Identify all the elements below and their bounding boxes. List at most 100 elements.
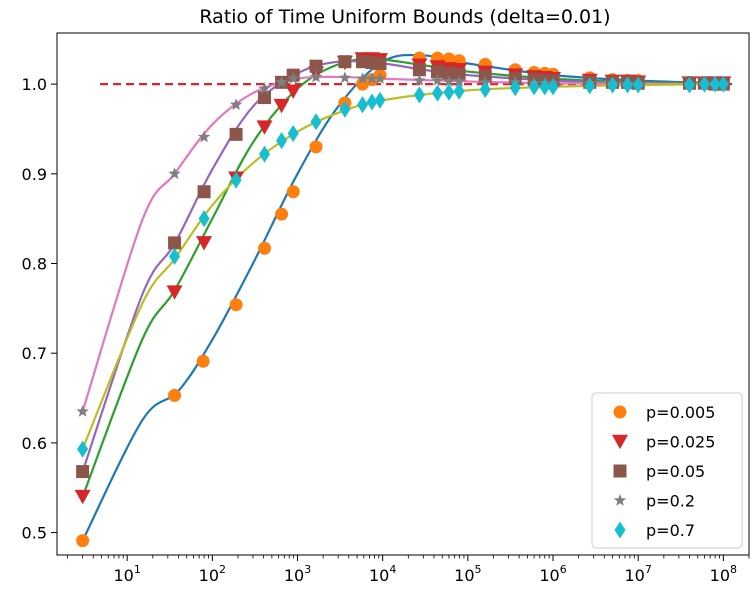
data-point [366, 93, 378, 111]
data-point [275, 207, 289, 221]
data-point [607, 76, 619, 94]
x-tick-label: 107 [625, 563, 652, 585]
legend-entry: p=0.025 [646, 433, 715, 452]
data-point [413, 86, 425, 104]
data-point [717, 75, 729, 93]
data-point [310, 113, 322, 131]
data-point [275, 75, 288, 88]
data-point [169, 247, 181, 265]
data-point [528, 78, 540, 96]
data-point [622, 76, 634, 94]
data-point [453, 82, 465, 100]
x-tick-label: 103 [284, 563, 311, 585]
data-point [196, 354, 210, 368]
series-line-4 [81, 83, 724, 450]
data-point [256, 120, 273, 135]
x-tick-label: 102 [199, 563, 226, 585]
data-point [258, 82, 271, 94]
y-axis: 0.5 0.6 0.7 0.8 0.9 1.0 [22, 75, 57, 543]
y-tick-label: 0.7 [22, 344, 47, 363]
data-point [229, 298, 243, 312]
data-point [338, 55, 352, 69]
data-point [413, 74, 426, 86]
chart-title: Ratio of Time Uniform Bounds (delta=0.01… [199, 6, 610, 28]
data-point [452, 74, 466, 87]
plot-area [56, 32, 750, 556]
x-tick-label: 104 [369, 563, 396, 585]
data-point [197, 130, 211, 143]
data-point [373, 56, 387, 70]
data-point [168, 388, 182, 402]
data-point [442, 66, 456, 80]
data-point [76, 465, 90, 479]
data-point [373, 72, 387, 84]
plot-frame [56, 32, 750, 556]
data-point [230, 171, 242, 189]
y-tick-label: 0.6 [22, 434, 47, 453]
data-point [365, 72, 379, 84]
data-point [168, 167, 181, 180]
data-point [166, 285, 183, 300]
data-point [412, 63, 426, 77]
data-point [74, 489, 91, 505]
data-point [539, 78, 551, 96]
data-point [356, 72, 369, 84]
data-point [286, 185, 300, 199]
data-point [258, 241, 272, 255]
data-point [76, 404, 89, 417]
data-point [287, 72, 300, 84]
legend-entry: p=0.005 [646, 403, 715, 422]
data-point [229, 98, 243, 111]
data-point [309, 59, 323, 73]
x-axis: 101 102 103 104 105 106 107 108 [67, 555, 750, 585]
series-markers-4 [77, 75, 729, 458]
data-point [273, 98, 290, 114]
data-point [258, 91, 272, 105]
legend-entry: p=0.2 [646, 492, 695, 511]
data-point [196, 236, 213, 251]
legend-marker [613, 494, 627, 506]
data-point [197, 185, 211, 199]
data-point [229, 127, 243, 141]
data-point [198, 210, 210, 228]
data-point [309, 70, 323, 83]
data-point [374, 91, 386, 109]
x-tick-label: 106 [539, 563, 566, 585]
data-point [683, 76, 695, 94]
legend-marker [612, 434, 628, 450]
data-point [509, 79, 521, 97]
data-point [709, 75, 721, 93]
data-point [77, 440, 89, 458]
x-tick-label: 108 [710, 563, 737, 585]
legend-marker [614, 521, 626, 539]
data-point [276, 132, 288, 150]
legend: p=0.005 p=0.025 p=0.05 p=0.2 p=0.7 [591, 392, 743, 549]
data-point [584, 77, 596, 95]
data-point [547, 78, 559, 96]
data-point [339, 100, 351, 118]
legend-marker [613, 405, 627, 419]
data-point [443, 83, 455, 101]
y-tick-label: 0.5 [22, 524, 47, 543]
data-point [632, 76, 644, 94]
y-tick-label: 0.9 [22, 165, 47, 184]
data-point [431, 74, 444, 86]
data-point [357, 96, 369, 114]
data-point [430, 65, 444, 79]
legend-entry: p=0.05 [646, 462, 705, 481]
y-tick-label: 0.8 [22, 255, 47, 274]
x-tick-label: 105 [454, 563, 481, 585]
data-point [452, 67, 466, 81]
data-point [479, 81, 491, 99]
x-tick-label: 101 [113, 563, 140, 585]
data-point [338, 71, 352, 84]
legend-entry: p=0.7 [646, 521, 695, 540]
data-point [285, 84, 302, 99]
data-point [287, 124, 299, 142]
legend-marker [613, 464, 627, 478]
data-point [259, 145, 271, 163]
legend-box [591, 392, 743, 549]
y-tick-label: 1.0 [22, 75, 47, 94]
data-point [431, 84, 443, 102]
